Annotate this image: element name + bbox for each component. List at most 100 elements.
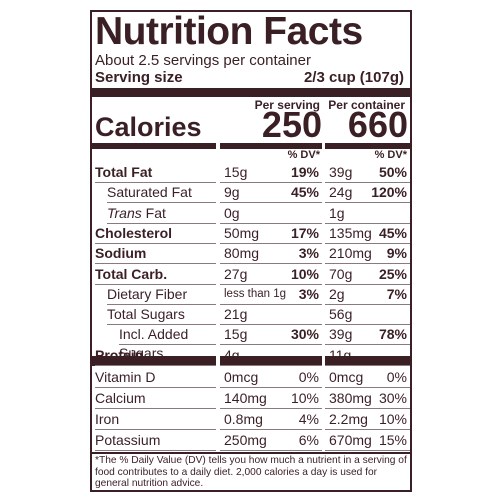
calories-label: Calories (95, 112, 202, 142)
nutrient-name-text: Total Carb. (95, 265, 168, 282)
amount: 4g (224, 346, 240, 363)
footnote: *The % Daily Value (DV) tells you how mu… (95, 455, 407, 489)
nutrient-name-text: Total Fat (95, 164, 153, 180)
daily-value: 3% (298, 285, 319, 302)
daily-value: 0% (298, 369, 319, 385)
nutrient-cell: 210mg 9% (325, 244, 410, 265)
nutrient-name-text: Total Sugars (107, 306, 185, 323)
amount: 70g (329, 265, 353, 282)
amount: 0g (224, 204, 240, 221)
amount: 80mg (224, 245, 260, 262)
nutrient-name-text: Protein (95, 346, 144, 363)
dv-header: % DV* (287, 149, 320, 161)
medium-rule (92, 143, 216, 149)
amount: 210mg (329, 245, 372, 262)
nutrient-cell: 0mcg 0% (220, 367, 322, 388)
amount: 670mg (329, 432, 372, 448)
nutrient-cell: 670mg 15% (325, 430, 410, 451)
amount: 39g (329, 326, 353, 343)
nutrient-cell: 0g (220, 204, 322, 224)
daily-value: 17% (290, 224, 319, 241)
nutrient-name-text: Fat (145, 204, 166, 221)
nutrient-name-text: Saturated Fat (107, 184, 192, 201)
nutrient-name-italic: Trans (107, 204, 142, 221)
daily-value: 78% (378, 326, 407, 343)
serving-size-label: Serving size (95, 69, 183, 86)
nutrient-cell: 380mg 30% (325, 388, 410, 409)
nutrient-cell: 250mg 6% (220, 430, 322, 451)
amount: 0.8mg (224, 411, 263, 427)
nutrient-cell: 15g 19% (220, 163, 322, 183)
title: Nutrition Facts (95, 10, 363, 53)
daily-value: 0% (386, 369, 407, 385)
nutrient-name-text: Calcium (95, 390, 146, 406)
calories-value: 660 (347, 104, 408, 145)
amount: 9g (224, 184, 240, 201)
dv-header: % DV* (374, 149, 407, 161)
daily-value: 10% (290, 390, 319, 406)
nutrient-cell: 27g 10% (220, 265, 322, 285)
nutrient-cell: 50mg 17% (220, 224, 322, 244)
nutrient-cell: 0mcg 0% (325, 367, 410, 388)
thick-rule (325, 356, 410, 366)
amount: 27g (224, 265, 248, 282)
nutrient-cell: 9g 45% (220, 183, 322, 204)
nutrient-cell: 4g (220, 346, 322, 366)
daily-value: 3% (298, 245, 319, 262)
daily-value: 4% (298, 411, 319, 427)
amount: 21g (224, 306, 248, 323)
daily-value: 45% (378, 224, 407, 241)
column-header: Per container (328, 98, 405, 112)
medium-rule (220, 143, 322, 149)
amount: 250mg (224, 432, 267, 448)
thick-rule (92, 88, 410, 97)
nutrient-cell: less than 1g 3% (220, 285, 322, 305)
nutrient-name-text: Cholesterol (95, 224, 173, 241)
nutrient-cell: 15g 30% (220, 325, 322, 346)
daily-value: 45% (290, 184, 319, 201)
nutrient-name: Sodium (95, 244, 216, 265)
nutrient-cell: 80mg 3% (220, 244, 322, 265)
daily-value: 15% (378, 432, 407, 448)
column-header: Per serving (254, 98, 320, 112)
nutrient-name-text: Vitamin D (95, 369, 156, 385)
nutrient-name: Potassium (95, 430, 216, 451)
nutrient-name: Total Carb. (95, 265, 216, 285)
nutrient-name: Iron (95, 409, 216, 430)
amount: 0mcg (329, 369, 364, 385)
nutrient-cell: 2.2mg 10% (325, 409, 410, 430)
rule (92, 452, 410, 454)
nutrient-cell: 0.8mg 4% (220, 409, 322, 430)
nutrient-name: Trans Fat (107, 204, 216, 224)
servings: About 2.5 servings per container (95, 52, 311, 69)
nutrient-name-text: Sodium (95, 245, 147, 262)
amount: 15g (224, 326, 248, 343)
nutrient-cell: 1g (325, 204, 410, 224)
nutrient-name: Total Sugars (107, 305, 216, 326)
nutrient-name: Vitamin D (95, 367, 216, 388)
nutrient-name-text: Iron (95, 411, 120, 427)
daily-value: 120% (371, 184, 407, 201)
thick-rule (220, 356, 322, 366)
daily-value: 10% (290, 265, 319, 282)
nutrient-name: Protein (95, 346, 216, 366)
serving-size-value: 2/3 cup (107g) (303, 69, 404, 86)
nutrient-cell: 21g (220, 305, 322, 326)
daily-value: 25% (378, 265, 407, 282)
nutrient-cell: 140mg 10% (220, 388, 322, 409)
daily-value: 30% (378, 390, 407, 406)
nutrient-name: Saturated Fat (107, 183, 216, 204)
amount: 140mg (224, 390, 267, 406)
amount: 15g (224, 164, 248, 180)
nutrient-name: Calcium (95, 388, 216, 409)
nutrient-cell: 70g 25% (325, 265, 410, 285)
amount: 39g (329, 164, 353, 180)
daily-value: 7% (386, 285, 407, 302)
amount: 2g (329, 285, 345, 302)
calories-value: 250 (261, 104, 322, 145)
daily-value: 6% (298, 432, 319, 448)
nutrient-cell: 24g 120% (325, 183, 410, 204)
nutrient-cell: 39g 50% (325, 163, 410, 183)
nutrient-name: Dietary Fiber (107, 285, 216, 305)
amount: 56g (329, 306, 353, 323)
